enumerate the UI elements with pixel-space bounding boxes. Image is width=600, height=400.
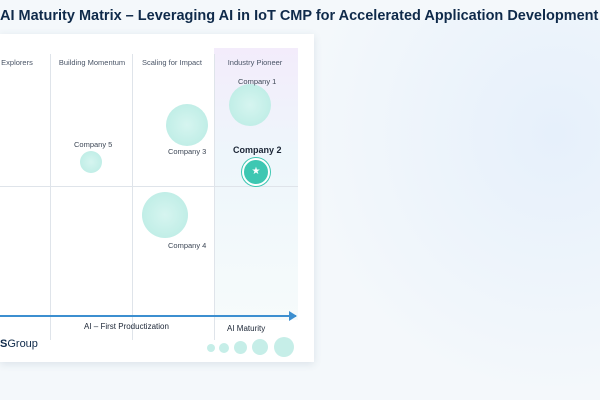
page-title: AI Maturity Matrix – Leveraging AI in Io…: [0, 8, 600, 24]
x-axis-label: AI – First Productization: [84, 322, 169, 331]
column-header-building-momentum: Building Momentum: [58, 58, 126, 67]
legend-dot-1: [207, 344, 215, 352]
legend-dot-2: [219, 343, 229, 353]
size-legend-label: AI Maturity: [227, 324, 266, 333]
column-header-explorers: Explorers: [1, 58, 33, 67]
company-logo: SGroup: [0, 338, 38, 350]
label-company-5: Company 5: [74, 140, 113, 149]
star-icon: ★: [242, 158, 270, 186]
x-axis-arrow-line: [0, 315, 296, 317]
grid-line-vertical-1: [50, 54, 51, 340]
logo-name: Group: [7, 338, 38, 350]
bubble-company-1: [229, 84, 271, 126]
label-company-1: Company 1: [238, 77, 277, 86]
bubble-company-3: [166, 104, 208, 146]
bubble-company-5: [80, 151, 102, 173]
legend-dot-3: [234, 341, 247, 354]
grid-line-horizontal: [0, 186, 298, 187]
label-company-2: Company 2: [233, 145, 282, 155]
matrix-card: Explorers Building Momentum Scaling for …: [0, 34, 314, 362]
legend-dot-4: [252, 339, 268, 355]
column-header-scaling-for-impact: Scaling for Impact: [141, 58, 203, 67]
grid-line-vertical-3: [214, 54, 215, 340]
logo-prefix: S: [0, 338, 8, 350]
bubble-company-4: [142, 192, 188, 238]
grid-line-vertical-2: [132, 54, 133, 340]
label-company-4: Company 4: [168, 241, 207, 250]
column-header-industry-pioneer: Industry Pioneer: [227, 58, 283, 67]
background-glow: [300, 20, 600, 400]
x-axis-arrow-head: [289, 311, 297, 321]
label-company-3: Company 3: [168, 147, 207, 156]
legend-dot-5: [274, 337, 294, 357]
